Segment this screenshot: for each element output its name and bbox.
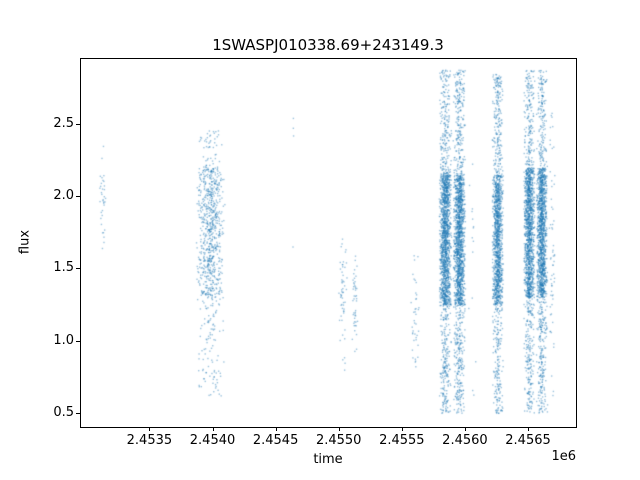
y-tick-label: 1.0 (53, 332, 74, 348)
x-tick-label: 2.4555 (379, 433, 425, 448)
x-tick-mark (528, 427, 530, 431)
x-tick-mark (464, 427, 466, 431)
x-tick-mark (275, 427, 277, 431)
y-tick-label: 2.0 (53, 188, 74, 204)
plot-area (80, 58, 577, 428)
chart-title: 1SWASPJ010338.69+243149.3 (212, 36, 444, 54)
y-tick-label: 0.5 (53, 404, 74, 420)
x-tick-label: 2.4565 (505, 433, 551, 448)
x-tick-mark (401, 427, 403, 431)
y-tick-mark (76, 124, 80, 126)
x-tick-mark (338, 427, 340, 431)
x-axis-offset-label: 1e6 (551, 449, 576, 464)
y-tick-label: 1.5 (53, 260, 74, 276)
x-tick-mark (212, 427, 214, 431)
x-axis-label: time (313, 452, 343, 467)
y-tick-mark (76, 340, 80, 342)
y-axis-label: flux (17, 229, 33, 255)
y-tick-mark (76, 196, 80, 198)
x-tick-label: 2.4560 (442, 433, 488, 448)
x-tick-label: 2.4545 (252, 433, 299, 448)
x-tick-label: 2.4540 (189, 433, 236, 448)
y-tick-label: 2.5 (53, 116, 74, 132)
x-tick-label: 2.4550 (315, 433, 362, 448)
x-tick-mark (149, 427, 151, 431)
y-tick-mark (76, 268, 80, 270)
y-tick-mark (76, 412, 80, 414)
x-tick-label: 2.4535 (126, 433, 173, 448)
